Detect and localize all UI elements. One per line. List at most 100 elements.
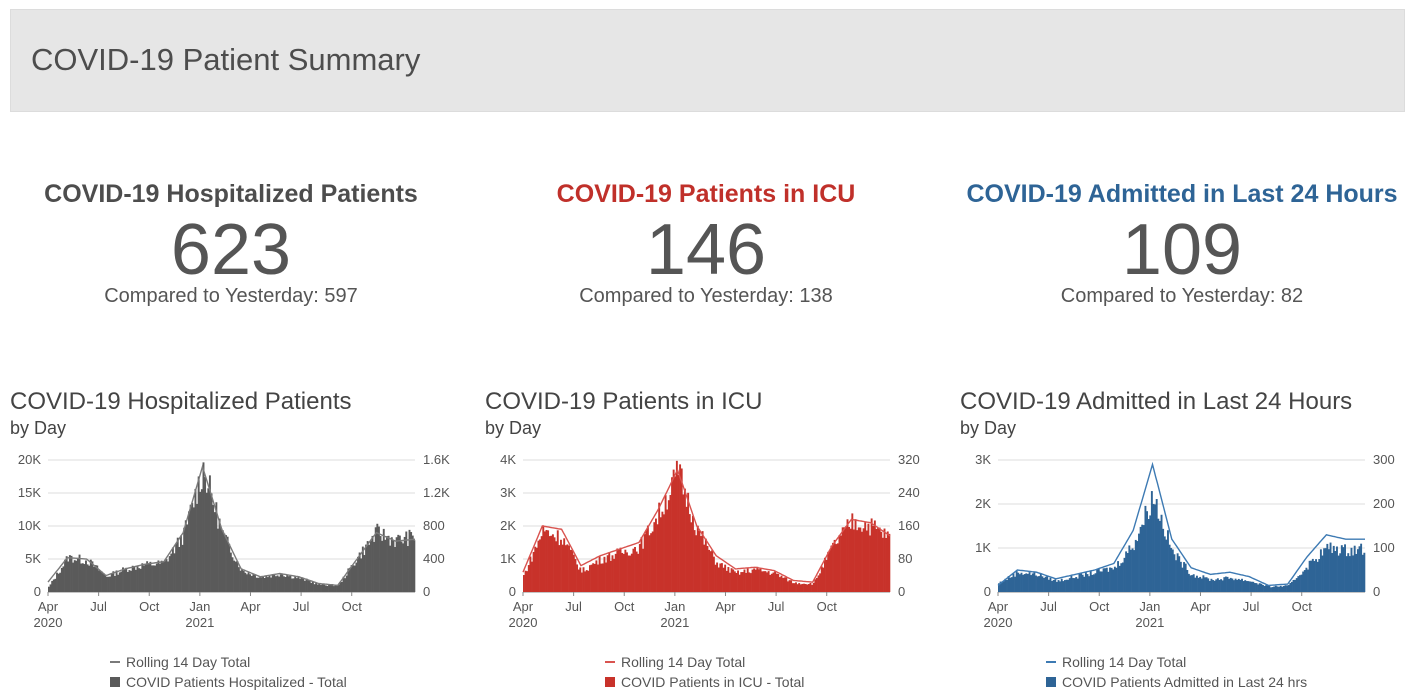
bar xyxy=(213,512,216,592)
bar xyxy=(279,574,282,592)
bar xyxy=(711,549,714,592)
bar xyxy=(189,504,192,592)
bar xyxy=(1155,499,1158,592)
bar xyxy=(611,555,614,592)
bar xyxy=(846,519,849,592)
page-title: COVID-19 Patient Summary xyxy=(31,42,421,77)
bar xyxy=(115,570,118,592)
bar xyxy=(766,572,768,592)
bar xyxy=(767,571,770,592)
bar xyxy=(1215,579,1218,592)
bar xyxy=(147,563,150,592)
bar xyxy=(1033,571,1036,592)
legend-item-bar[interactable]: COVID Patients Admitted in Last 24 hrs xyxy=(1046,672,1307,692)
bar xyxy=(1086,574,1089,592)
bar xyxy=(786,581,789,592)
bar xyxy=(1179,561,1182,592)
bar xyxy=(318,583,321,592)
bar xyxy=(843,527,846,592)
bar xyxy=(405,531,408,592)
bar xyxy=(1273,586,1276,592)
bar xyxy=(1332,545,1335,592)
bar xyxy=(666,509,669,592)
bar xyxy=(616,548,619,592)
y-left-tick-label: 0 xyxy=(34,584,41,599)
x-tick-label: Oct xyxy=(1292,599,1313,614)
y-left-tick-label: 2K xyxy=(975,496,991,511)
bar xyxy=(1236,579,1239,592)
bar xyxy=(598,555,601,592)
rolling-line xyxy=(47,464,416,587)
bar xyxy=(1300,574,1303,592)
bar xyxy=(113,576,116,592)
bar xyxy=(682,494,685,592)
bar xyxy=(782,577,785,592)
legend-item-bar[interactable]: COVID Patients Hospitalized - Total xyxy=(110,672,347,692)
bar xyxy=(1204,577,1206,592)
bar xyxy=(601,563,604,592)
bar xyxy=(1018,574,1021,592)
legend-item-line[interactable]: Rolling 14 Day Total xyxy=(110,652,347,672)
bar xyxy=(595,560,598,592)
bar xyxy=(1138,533,1140,592)
bar xyxy=(664,495,667,592)
bar xyxy=(152,565,155,592)
chart-title: COVID-19 Patients in ICU xyxy=(485,388,763,415)
bar xyxy=(1249,581,1252,592)
bar xyxy=(1160,514,1163,592)
bar xyxy=(1117,561,1120,592)
bar xyxy=(712,556,715,592)
legend-item-line[interactable]: Rolling 14 Day Total xyxy=(605,652,804,672)
bar xyxy=(1195,575,1198,592)
bar xyxy=(171,547,174,592)
bar xyxy=(872,525,875,592)
bar xyxy=(725,570,728,592)
bar xyxy=(788,580,791,592)
bar xyxy=(392,540,395,592)
bar xyxy=(737,570,739,592)
legend-item-line[interactable]: Rolling 14 Day Total xyxy=(1046,652,1307,672)
bar xyxy=(381,540,384,592)
bar xyxy=(650,533,653,592)
bar xyxy=(233,560,236,592)
bar xyxy=(677,474,680,592)
bar xyxy=(1319,549,1322,592)
bar xyxy=(1233,580,1235,592)
bar xyxy=(72,562,75,592)
y-left-tick-label: 3K xyxy=(500,485,516,500)
bar xyxy=(179,535,182,592)
bar xyxy=(1099,571,1102,592)
bar xyxy=(1342,547,1345,592)
bar xyxy=(358,552,361,592)
bar xyxy=(551,534,554,592)
bar xyxy=(1031,573,1034,592)
bar xyxy=(1336,546,1338,592)
bar xyxy=(249,574,252,592)
bar xyxy=(1123,557,1126,592)
bar xyxy=(334,585,337,592)
bar xyxy=(687,492,690,592)
bar xyxy=(159,563,161,592)
bar xyxy=(175,543,178,592)
x-tick-label: Apr xyxy=(715,599,736,614)
bar xyxy=(758,569,760,592)
bar xyxy=(302,577,305,592)
chart-plot: 0 0 1K 80 2K 160 3K 240 4K 320 Apr Jul Oct Jan Apr Jul O… xyxy=(500,452,920,630)
y-right-tick-label: 300 xyxy=(1373,452,1395,467)
bar xyxy=(311,581,314,592)
bar xyxy=(719,563,722,592)
bar xyxy=(1276,586,1279,592)
bar xyxy=(640,537,643,592)
bar xyxy=(226,536,229,592)
bar xyxy=(1020,572,1023,592)
bar xyxy=(1107,571,1110,592)
y-right-tick-label: 0 xyxy=(423,584,430,599)
legend-item-bar[interactable]: COVID Patients in ICU - Total xyxy=(605,672,804,692)
bar xyxy=(824,557,826,592)
bar xyxy=(379,536,382,592)
bar xyxy=(645,530,648,592)
bar xyxy=(579,567,582,592)
bar xyxy=(1157,518,1160,592)
bar xyxy=(1278,586,1280,592)
bar xyxy=(608,552,611,592)
